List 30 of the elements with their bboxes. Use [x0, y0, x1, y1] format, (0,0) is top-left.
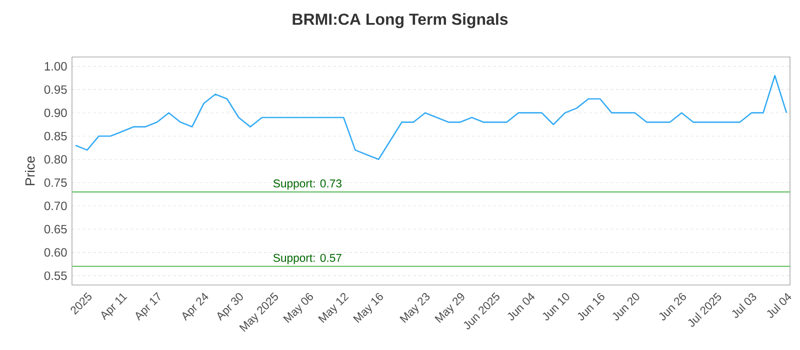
y-tick-label: 0.65	[44, 224, 67, 234]
y-tick-label: 0.80	[44, 155, 67, 164]
y-tick-label: 0.90	[44, 108, 67, 118]
x-tick-label: May 23	[400, 293, 430, 323]
x-tick-label: Apr 17	[136, 292, 160, 321]
x-tick-label: Jul 04	[767, 292, 792, 318]
x-tick-label: Apr 11	[101, 293, 128, 320]
y-tick-label: 0.75	[44, 178, 67, 187]
y-tick-label: 0.60	[44, 248, 67, 257]
y-tick-label: 0.85	[44, 132, 67, 140]
y-tick-label: 1.00	[44, 62, 67, 71]
x-tick-label: Jul 03	[732, 293, 756, 318]
x-tick-label: Apr 30	[217, 293, 243, 321]
y-tick-label: 0.70	[44, 202, 67, 210]
ref-line-label: Support: 0.57	[273, 254, 342, 264]
x-tick-label: Jun 20	[612, 293, 640, 320]
x-tick-label: May 06	[283, 293, 313, 323]
x-tick-label: May 12	[318, 293, 349, 323]
x-tick-label: Jun 10	[542, 293, 570, 320]
y-axis-title: Price	[24, 156, 35, 186]
x-tick-label: Jun 04	[508, 292, 535, 320]
y-tick-label: 0.55	[44, 271, 67, 280]
ref-line-label: Support: 0.73	[273, 179, 342, 190]
x-tick-label: Jun 26	[659, 293, 686, 320]
x-tick-label: Apr 24	[182, 292, 208, 321]
chart-title: BRMI:CA Long Term Signals	[292, 13, 508, 28]
x-tick-label: May 29	[434, 293, 464, 323]
y-tick-label: 0.95	[44, 85, 67, 94]
x-tick-label: May 16	[352, 293, 383, 323]
x-tick-label: Jun 16	[578, 293, 604, 320]
